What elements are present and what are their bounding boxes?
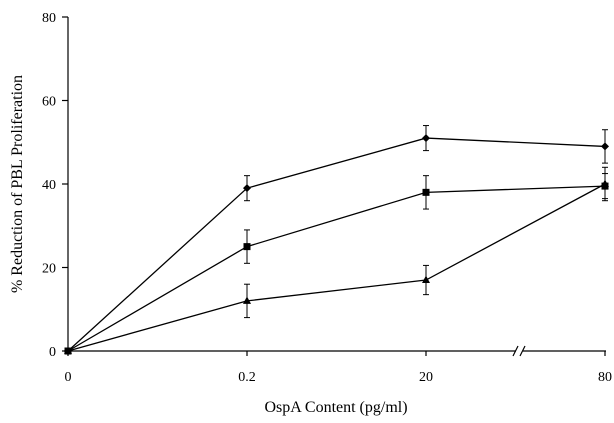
axis-break-mark bbox=[519, 345, 526, 357]
data-point-diamond bbox=[601, 142, 609, 151]
y-tick-label: 40 bbox=[42, 178, 56, 193]
x-tick-label: 0 bbox=[65, 370, 72, 385]
plot-area: 0 20 40 60 80 0 0.2 20 80 bbox=[42, 11, 612, 385]
x-axis-title: OspA Content (pg/ml) bbox=[264, 399, 407, 416]
x-tick-label: 80 bbox=[598, 370, 612, 385]
series-line-triangle bbox=[67, 183, 606, 352]
data-point-diamond bbox=[243, 184, 251, 193]
data-point-triangle bbox=[601, 179, 609, 187]
data-point-triangle bbox=[422, 275, 430, 284]
data-point-triangle bbox=[243, 296, 251, 304]
axis-break-mark bbox=[512, 345, 519, 357]
data-point-diamond bbox=[422, 134, 430, 143]
data-point-square bbox=[243, 243, 251, 251]
x-tick-label: 20 bbox=[419, 370, 433, 385]
x-tick-label: 0.2 bbox=[238, 370, 256, 385]
y-axis-title: % Reduction of PBL Proliferation bbox=[9, 75, 26, 293]
y-tick-label: 0 bbox=[49, 345, 56, 360]
y-tick-label: 20 bbox=[42, 262, 56, 277]
y-tick-label: 80 bbox=[42, 11, 56, 26]
series-line-diamond bbox=[67, 137, 606, 352]
data-point-square bbox=[422, 188, 430, 196]
series-line-square bbox=[67, 185, 606, 352]
axis-break-gap bbox=[516, 348, 523, 354]
data-point-triangle bbox=[64, 346, 72, 354]
y-tick-label: 60 bbox=[42, 95, 56, 110]
